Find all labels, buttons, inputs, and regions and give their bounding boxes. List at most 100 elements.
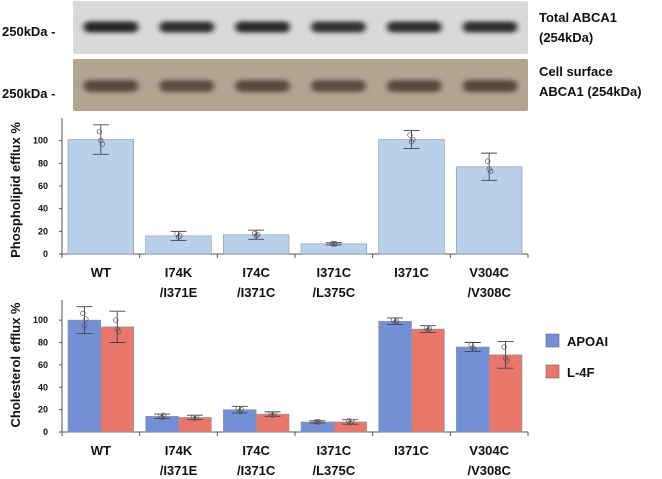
y-tick-label: 60 (38, 181, 48, 191)
y-tick-label: 100 (33, 315, 48, 325)
blot-band (159, 21, 215, 33)
data-point (113, 317, 119, 323)
data-point (193, 414, 200, 421)
blot-total-abca1-marker: 250kDa - (2, 24, 55, 39)
blot-band (462, 21, 518, 33)
blot-band (235, 21, 290, 33)
data-point (347, 420, 353, 426)
data-point (504, 357, 510, 364)
data-point (268, 411, 274, 417)
data-point (83, 316, 89, 322)
category-label: I371C (316, 443, 351, 458)
category-label: V304C (469, 265, 509, 280)
blot-surface-abca1-bands (83, 80, 518, 92)
blot-band (462, 80, 518, 92)
data-point (331, 241, 337, 247)
blot-total-abca1-bands (83, 21, 518, 33)
blot-band (83, 80, 139, 92)
legend-label-l4f: L-4F (567, 365, 595, 380)
blot-total-abca1-caption-line1: Total ABCA1 (539, 10, 617, 25)
category-label: /I371E (160, 285, 198, 300)
category-label: I74C (242, 443, 270, 458)
data-point (392, 319, 398, 326)
category-label: I371C (316, 265, 351, 280)
category-label: I371C (394, 443, 429, 458)
data-point (175, 234, 182, 240)
y-tick-label: 100 (33, 136, 48, 146)
data-point (410, 136, 416, 143)
data-point (192, 415, 198, 422)
bar (378, 139, 445, 255)
data-point (501, 344, 507, 350)
category-label: /I371E (160, 463, 198, 478)
data-point (316, 419, 322, 425)
data-point (190, 414, 197, 421)
data-point (485, 158, 491, 164)
blot-band (311, 80, 366, 92)
blot-total-abca1: 250kDa - Total ABCA1 (254kDa) (2, 1, 617, 54)
category-label: /L375C (313, 285, 356, 300)
category-label: /V308C (467, 463, 511, 478)
data-point (426, 326, 433, 332)
category-label: I371C (394, 265, 429, 280)
y-tick-label: 40 (38, 382, 48, 392)
category-label: /I371C (237, 285, 276, 300)
category-label: I74C (242, 265, 270, 280)
blot-surface-abca1-caption-line1: Cell surface (539, 64, 613, 79)
bar (411, 328, 445, 433)
y-tick-label: 60 (38, 360, 48, 370)
data-point (177, 233, 183, 239)
y-tick-label: 20 (38, 226, 48, 236)
data-point (99, 141, 105, 147)
data-point (425, 327, 431, 333)
data-point (349, 419, 355, 425)
blot-band (235, 80, 290, 92)
data-point (235, 405, 241, 412)
bar (456, 166, 523, 255)
blot-band (386, 21, 442, 33)
data-point (116, 328, 122, 334)
data-point (80, 310, 86, 317)
legend: APOAI L-4F (545, 333, 608, 380)
data-point (157, 413, 164, 419)
bar (67, 139, 134, 255)
category-label: /V308C (467, 285, 511, 300)
data-point (81, 323, 88, 329)
phospholipid-efflux-chart: Phospholipid efflux % 0 20 40 60 80 100 WT I74K… (8, 118, 529, 300)
category-label: I74K (165, 443, 193, 458)
y-tick-label: 0 (43, 249, 48, 259)
blot-band (83, 21, 139, 33)
category-label: /I371C (237, 463, 276, 478)
legend-swatch-l4f (545, 364, 560, 379)
data-point (471, 346, 477, 352)
y-tick-label: 0 (43, 427, 48, 437)
data-point (269, 412, 276, 418)
legend-swatch-apoai (545, 333, 560, 348)
category-label: WT (91, 265, 111, 280)
category-label: /L375C (313, 463, 356, 478)
data-point (470, 345, 476, 351)
blot-total-abca1-membrane (73, 1, 528, 54)
data-point (488, 168, 494, 174)
blot-band (311, 21, 366, 33)
category-label: V304C (469, 443, 509, 458)
y-tick-label: 40 (38, 204, 48, 214)
data-point (313, 419, 319, 425)
y-tick-label: 80 (38, 158, 48, 168)
blot-surface-abca1: 250kDa - Cell surface ABCA1 (254kDa) (2, 59, 642, 111)
data-point (329, 241, 335, 247)
data-point (238, 406, 244, 413)
data-point (271, 411, 277, 417)
phospholipid-y-axis-title: Phospholipid efflux % (8, 122, 23, 258)
category-label: I74K (165, 265, 193, 280)
cholesterol-efflux-chart: Cholesterol efflux % 0 20 40 60 80 100 WT I74K /… (8, 300, 529, 478)
data-point (407, 132, 413, 138)
blot-surface-abca1-caption-line2: ABCA1 (254kDa) (539, 84, 642, 99)
data-point (96, 128, 102, 135)
data-point (314, 419, 321, 425)
data-point (253, 233, 259, 239)
bar (67, 319, 102, 433)
data-point (255, 232, 261, 238)
data-point (160, 412, 167, 418)
